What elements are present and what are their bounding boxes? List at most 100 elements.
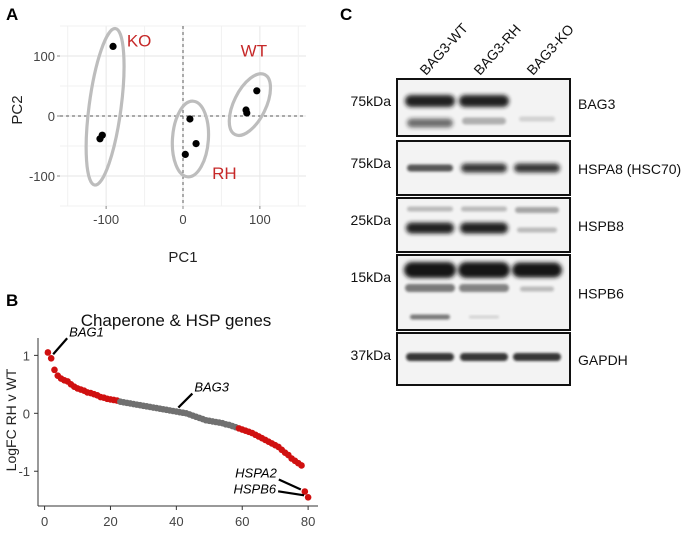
western-blot: BAG3-WT BAG3-RH BAG3-KO 75kDa BAG3 75kDa HSPA… xyxy=(351,20,681,386)
logfc-annotation-leader xyxy=(277,490,305,497)
pca-point-wt-0 xyxy=(253,87,261,95)
pca-group-label-wt: WT xyxy=(241,42,267,61)
pca-point-ko-0 xyxy=(109,42,117,51)
blot-band xyxy=(460,353,508,361)
blot-protein-label: HSPB8 xyxy=(578,218,624,234)
logfc-point-80 xyxy=(304,494,312,501)
blot-protein-label: BAG3 xyxy=(578,96,616,112)
blot-band xyxy=(410,314,450,320)
logfc-annotation-hspa2: HSPA2 xyxy=(235,466,277,481)
logfc-point-2 xyxy=(47,354,55,362)
logfc-x-tick-label: 60 xyxy=(235,514,249,529)
blot-row-gapdh: 37kDa GAPDH xyxy=(351,332,628,386)
logfc-annotation-leader xyxy=(52,337,69,356)
blot-lane-label-2: BAG3-KO xyxy=(523,21,577,78)
blot-band xyxy=(406,353,454,361)
blot-marker-label: 75kDa xyxy=(351,155,392,171)
pca-x-axis-label: PC1 xyxy=(168,249,197,266)
logfc-point-79 xyxy=(301,488,309,495)
panel-label-b: B xyxy=(6,291,18,310)
pca-x-ticks: -100 0 100 xyxy=(93,206,271,227)
pca-ellipse-wt xyxy=(227,72,273,138)
logfc-y-axis-label: LogFC RH v WT xyxy=(3,368,19,471)
blot-band xyxy=(512,262,562,278)
pca-point-rh-0 xyxy=(186,115,194,123)
blot-lane-label-0: BAG3-WT xyxy=(416,20,471,78)
logfc-y-tick-label: -1 xyxy=(18,464,30,479)
blot-row-hspb8: 25kDa HSPB8 xyxy=(351,197,624,253)
blot-protein-label: GAPDH xyxy=(578,352,628,368)
logfc-annotation-hspb6: HSPB6 xyxy=(233,481,276,496)
logfc-point-78 xyxy=(298,462,305,469)
pca-y-tick-label: 100 xyxy=(33,49,55,64)
logfc-x-tick-label: 80 xyxy=(301,514,315,529)
blot-lane-labels: BAG3-WT BAG3-RH BAG3-KO xyxy=(416,20,577,78)
blot-lane-label-1: BAG3-RH xyxy=(470,21,524,78)
blot-band xyxy=(513,353,561,361)
pca-ellipse-rh xyxy=(170,99,211,179)
pca-point-ko-2 xyxy=(96,135,104,143)
logfc-points xyxy=(44,349,312,501)
logfc-x-tick-label: 0 xyxy=(41,514,48,529)
logfc-title: Chaperone & HSP genes xyxy=(81,311,272,330)
blot-band xyxy=(514,163,560,173)
pca-plot: KO RH WT -100 0 100 -100 0 100 PC1 PC2 xyxy=(9,25,306,266)
pca-x-tick-label: 0 xyxy=(179,212,186,227)
pca-point-wt-2 xyxy=(243,109,251,117)
blot-band xyxy=(405,95,455,107)
pca-x-tick-label: 100 xyxy=(249,212,271,227)
logfc-annotation-bag3: BAG3 xyxy=(194,380,229,395)
pca-x-tick-label: -100 xyxy=(93,212,119,227)
logfc-y-tick-label: 0 xyxy=(23,406,30,421)
blot-band xyxy=(404,262,456,278)
pca-point-rh-2 xyxy=(181,150,189,158)
blot-band xyxy=(407,206,453,212)
pca-y-tick-label: 0 xyxy=(48,109,55,124)
pca-group-label-ko: KO xyxy=(127,31,152,50)
pca-ellipses xyxy=(84,26,273,187)
blot-band xyxy=(460,222,508,234)
blot-band xyxy=(519,116,555,122)
blot-band xyxy=(405,284,455,292)
logfc-plot: Chaperone & HSP genes -101 0 20 40 60 80 BAG… xyxy=(3,311,318,529)
logfc-x-ticks: 0 20 40 60 80 xyxy=(41,506,315,529)
blot-band xyxy=(406,222,454,234)
panel-label-c: C xyxy=(340,5,352,24)
blot-row-hspa8: 75kDa HSPA8 (HSC70) xyxy=(351,140,681,196)
pca-group-label-rh: RH xyxy=(212,164,237,183)
blot-marker-label: 75kDa xyxy=(351,93,392,109)
blot-marker-label: 15kDa xyxy=(351,269,392,285)
logfc-y-tick-label: 1 xyxy=(23,348,30,363)
blot-band xyxy=(459,284,509,292)
blot-marker-label: 25kDa xyxy=(351,212,392,228)
blot-band xyxy=(520,286,554,292)
pca-y-tick-label: -100 xyxy=(29,169,55,184)
blot-protein-label: HSPA8 (HSC70) xyxy=(578,161,681,177)
pca-y-ticks: -100 0 100 xyxy=(29,49,60,184)
blot-row-bag3: 75kDa BAG3 xyxy=(351,78,616,137)
blot-band xyxy=(517,227,557,233)
blot-band xyxy=(469,315,499,319)
logfc-x-tick-label: 40 xyxy=(169,514,183,529)
blot-band xyxy=(459,95,509,107)
blot-marker-label: 37kDa xyxy=(351,347,392,363)
pca-points xyxy=(96,42,261,158)
blot-row-hspb6: 15kDa HSPB6 xyxy=(351,254,624,331)
logfc-annotation-bag1: BAG1 xyxy=(69,324,104,339)
logfc-point-1 xyxy=(44,349,52,356)
blot-band xyxy=(461,163,507,173)
logfc-x-tick-label: 20 xyxy=(103,514,117,529)
panel-label-a: A xyxy=(6,5,18,24)
blot-band xyxy=(461,206,507,212)
pca-group-labels: KO RH WT xyxy=(127,31,267,183)
pca-point-rh-1 xyxy=(192,140,200,148)
blot-band xyxy=(407,118,453,128)
pca-ellipse-ko xyxy=(84,26,126,187)
logfc-y-ticks: -1 0 1 xyxy=(18,348,38,479)
blot-protein-label: HSPB6 xyxy=(578,286,624,302)
pca-y-axis-label: PC2 xyxy=(9,95,26,124)
blot-band xyxy=(407,164,453,172)
blot-band xyxy=(458,262,510,278)
